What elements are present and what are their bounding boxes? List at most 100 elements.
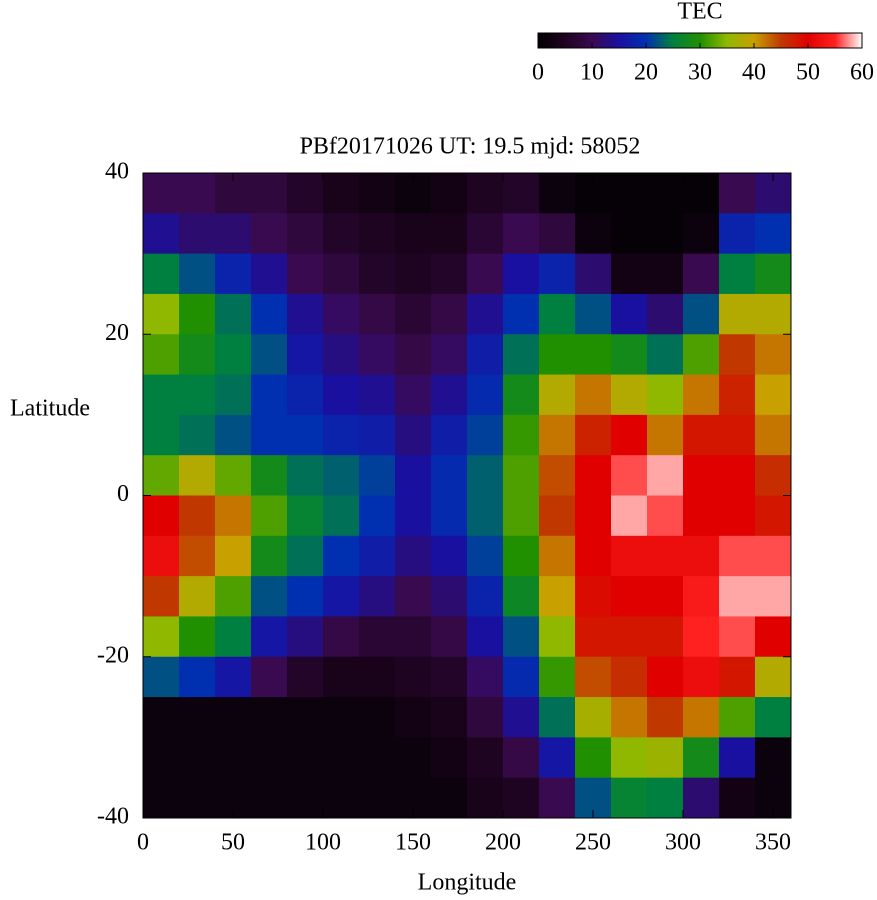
heat-cell: [143, 616, 180, 658]
heat-cell: [431, 293, 468, 335]
heat-cell: [539, 616, 576, 658]
heat-cell: [647, 253, 684, 295]
heat-cell: [215, 737, 252, 779]
heat-cell: [467, 455, 504, 496]
heat-cell: [323, 414, 360, 456]
heat-cell: [359, 414, 396, 456]
x-axis-label: Longitude: [418, 870, 517, 896]
heat-cell: [287, 414, 324, 456]
heat-cell: [251, 293, 288, 335]
heat-cell: [575, 737, 612, 779]
heat-cell: [359, 495, 396, 537]
heat-cell: [431, 656, 468, 698]
heat-cell: [215, 697, 252, 738]
heat-cell: [575, 253, 612, 295]
heat-cell: [143, 173, 180, 214]
heat-cell: [611, 253, 648, 295]
heat-cell: [323, 455, 360, 496]
heat-cell: [395, 616, 432, 658]
x-tick-label: 50: [221, 830, 245, 856]
y-tick-label: 20: [105, 320, 129, 346]
heat-cell: [431, 374, 468, 416]
heat-cell: [575, 374, 612, 416]
heat-cell: [287, 173, 324, 214]
heat-cell: [359, 576, 396, 617]
y-tick-label: -40: [97, 804, 129, 830]
heat-cell: [503, 455, 540, 496]
heat-cell: [395, 414, 432, 456]
heat-cell: [611, 213, 648, 255]
heat-cell: [755, 535, 792, 577]
heat-cell: [143, 737, 180, 779]
heat-cell: [683, 616, 720, 658]
heat-cell: [647, 293, 684, 335]
heat-cell: [719, 697, 756, 738]
heat-cell: [647, 414, 684, 456]
heat-cell: [683, 414, 720, 456]
heat-cell: [719, 293, 756, 335]
heat-cell: [755, 737, 792, 779]
heat-cell: [359, 334, 396, 376]
heat-cell: [431, 173, 468, 214]
heat-cell: [251, 253, 288, 295]
heat-cell: [539, 737, 576, 779]
x-tick-label: 250: [575, 830, 611, 856]
heat-cell: [179, 334, 216, 376]
heat-cell: [503, 334, 540, 376]
heat-cell: [503, 213, 540, 255]
heat-cell: [251, 213, 288, 255]
heat-cell: [431, 414, 468, 456]
heat-cell: [683, 293, 720, 335]
heat-cell: [251, 374, 288, 416]
x-tick-label: 150: [395, 830, 431, 856]
heat-cell: [431, 495, 468, 537]
heat-cell: [215, 334, 252, 376]
heat-cell: [539, 374, 576, 416]
heat-cell: [323, 576, 360, 617]
heat-cell: [251, 535, 288, 577]
heat-cell: [179, 495, 216, 537]
heat-cell: [179, 293, 216, 335]
heat-cell: [179, 213, 216, 255]
x-tick-label: 0: [137, 830, 149, 856]
heat-cell: [503, 737, 540, 779]
heat-cell: [431, 213, 468, 255]
heat-cell: [467, 495, 504, 537]
heat-cell: [251, 455, 288, 496]
heat-cell: [251, 777, 288, 819]
heat-cell: [683, 777, 720, 819]
heat-cell: [179, 656, 216, 698]
y-axis-label: Latitude: [10, 396, 90, 422]
heat-cell: [467, 535, 504, 577]
heat-cell: [287, 253, 324, 295]
heat-cell: [395, 697, 432, 738]
heat-cell: [395, 737, 432, 779]
heat-cell: [503, 576, 540, 617]
heat-cell: [467, 616, 504, 658]
heat-cell: [683, 697, 720, 738]
heat-cell: [431, 777, 468, 819]
heat-cell: [755, 293, 792, 335]
heat-cell: [575, 414, 612, 456]
heat-cell: [611, 495, 648, 537]
heat-cell: [719, 253, 756, 295]
heat-cell: [683, 576, 720, 617]
heat-cell: [395, 656, 432, 698]
heat-cell: [719, 455, 756, 496]
heat-cell: [611, 455, 648, 496]
colorbar-tick-label: 60: [850, 60, 874, 86]
heat-cell: [395, 293, 432, 335]
heat-cell: [539, 576, 576, 617]
heat-cell: [575, 656, 612, 698]
colorbar-title: TEC: [677, 0, 722, 25]
heat-cell: [431, 737, 468, 779]
chart-title: PBf20171026 UT: 19.5 mjd: 58052: [300, 134, 641, 160]
heat-cell: [359, 213, 396, 255]
heat-cell: [251, 173, 288, 214]
heat-cell: [395, 374, 432, 416]
heat-cell: [575, 213, 612, 255]
heat-cell: [647, 374, 684, 416]
heat-cell: [755, 697, 792, 738]
heat-cell: [503, 656, 540, 698]
